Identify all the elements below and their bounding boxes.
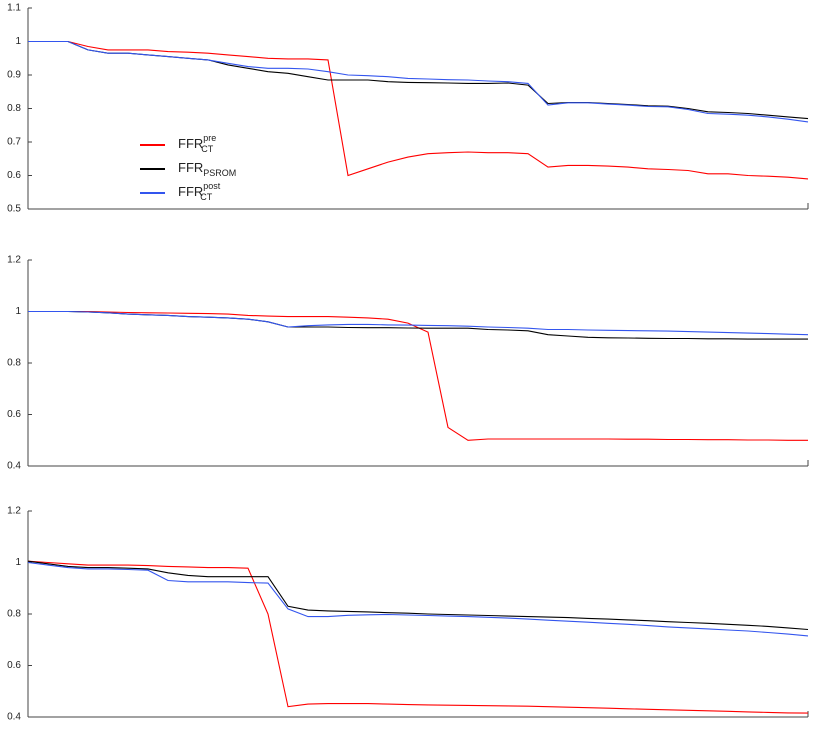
series-line <box>28 40 809 123</box>
y-tick-label: 0.9 <box>7 70 21 81</box>
legend-name: FFR <box>178 184 203 199</box>
series-line <box>27 561 809 637</box>
legend-label: FFRPSROM <box>178 160 236 178</box>
legend-name: FFR <box>178 160 203 175</box>
legend-superscript: pre <box>203 133 216 143</box>
y-tick-label: 0.8 <box>7 103 21 114</box>
series-line <box>28 40 809 120</box>
y-tick-label: 0.6 <box>7 409 21 420</box>
y-tick-label: 0.8 <box>7 358 21 369</box>
y-tick-label: 0.7 <box>7 137 21 148</box>
series-line <box>28 310 808 441</box>
y-tick-label: 0.4 <box>7 461 21 472</box>
y-tick-label: 1 <box>15 557 21 568</box>
legend-subscript: PSROM <box>203 168 236 178</box>
series-line <box>28 40 809 180</box>
series-line <box>27 560 809 714</box>
legend-superscript: post <box>203 181 221 191</box>
y-tick-label: 0.5 <box>7 204 21 215</box>
series-line <box>27 560 809 631</box>
series-line <box>28 310 809 336</box>
legend-subscript: CT <box>201 144 213 154</box>
legend-subscript: CT <box>200 192 212 202</box>
y-tick-label: 0.6 <box>7 660 21 671</box>
legend-label: FFRpost CT <box>178 181 221 202</box>
y-tick-label: 1.2 <box>7 255 21 266</box>
y-tick-label: 0.6 <box>7 170 21 181</box>
legend-label: FFRpre CT <box>178 133 216 154</box>
y-tick-label: 1 <box>15 36 21 47</box>
legend-name: FFR <box>178 136 203 151</box>
y-tick-label: 0.4 <box>7 712 21 723</box>
y-tick-label: 1.1 <box>7 3 21 14</box>
y-tick-label: 1.2 <box>7 506 21 517</box>
y-tick-label: 0.8 <box>7 609 21 620</box>
y-tick-label: 1 <box>15 306 21 317</box>
